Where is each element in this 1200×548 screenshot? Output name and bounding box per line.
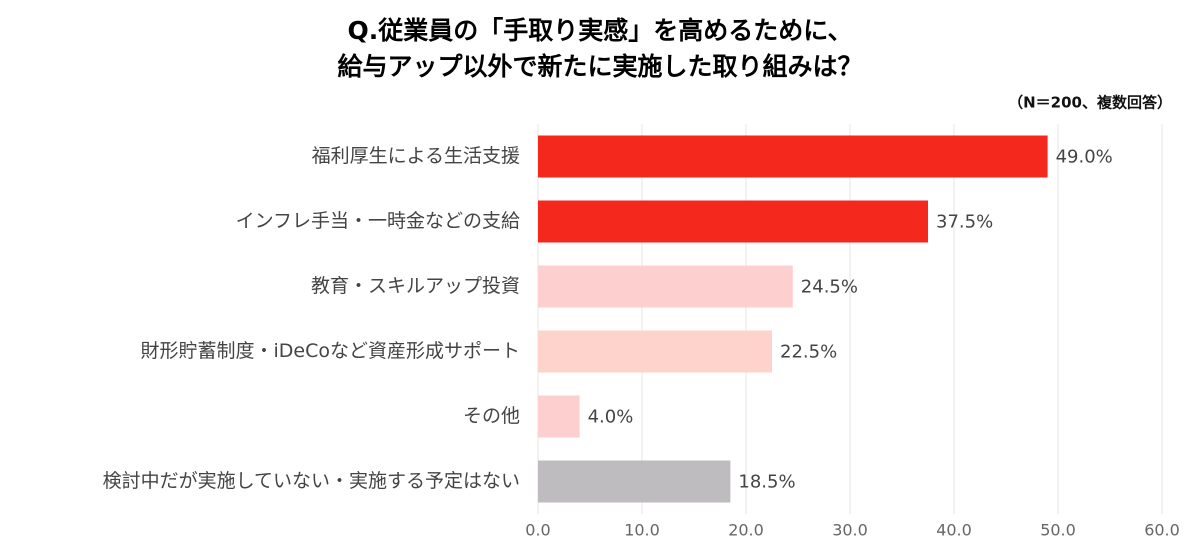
value-label: 37.5% [936,212,993,233]
x-tick-label: 40.0 [936,521,972,540]
category-label: 検討中だが実施していない・実施する予定はない [103,470,520,492]
chart-title: Q.従業員の「手取り実感」を高めるために、 [347,16,852,45]
x-tick-label: 10.0 [624,521,660,540]
value-label: 18.5% [738,472,795,493]
value-label: 4.0% [588,407,634,428]
bar [538,135,1048,178]
x-tick-label: 0.0 [525,521,550,540]
x-tick-label: 30.0 [832,521,868,540]
category-label: インフレ手当・一時金などの支給 [236,210,520,232]
category-label: その他 [463,405,520,427]
x-tick-label: 60.0 [1144,521,1180,540]
note: （N＝200、複数回答） [1008,94,1172,112]
category-label: 財形貯蓄制度・iDeCoなど資産形成サポート [141,340,521,362]
category-label: 福利厚生による生活支援 [312,145,520,167]
bar [538,460,731,503]
bar [538,395,580,438]
value-label: 22.5% [780,342,837,363]
chart-title: 給与アップ以外で新たに実施した取り組みは？ [337,52,862,81]
value-label: 24.5% [801,277,858,298]
bar [538,200,928,243]
x-tick-label: 20.0 [728,521,764,540]
category-label: 教育・スキルアップ投資 [311,275,520,297]
bar [538,265,793,308]
value-label: 49.0% [1056,147,1113,168]
x-tick-label: 50.0 [1040,521,1076,540]
bar [538,330,772,373]
